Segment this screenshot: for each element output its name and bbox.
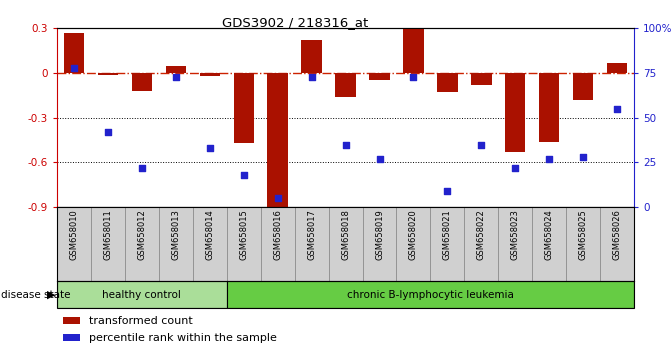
Text: chronic B-lymphocytic leukemia: chronic B-lymphocytic leukemia: [347, 290, 514, 300]
Text: GSM658023: GSM658023: [511, 209, 520, 260]
Bar: [329, 207, 362, 281]
Point: [238, 172, 249, 178]
Point: [272, 195, 283, 201]
Bar: [336, 73, 356, 97]
Text: GSM658025: GSM658025: [578, 209, 588, 260]
Point: [442, 188, 453, 194]
Bar: [132, 73, 152, 91]
Point: [136, 165, 147, 171]
Point: [340, 142, 351, 147]
Bar: [301, 40, 322, 73]
Text: GSM658018: GSM658018: [341, 209, 350, 260]
Point: [374, 156, 385, 162]
Bar: [91, 207, 125, 281]
Point: [170, 74, 181, 79]
Text: GSM658016: GSM658016: [273, 209, 282, 260]
Text: healthy control: healthy control: [103, 290, 181, 300]
Text: GSM658026: GSM658026: [613, 209, 621, 260]
Point: [306, 74, 317, 79]
Bar: [63, 335, 80, 341]
Bar: [397, 207, 430, 281]
Point: [408, 74, 419, 79]
Point: [544, 156, 555, 162]
Text: ▶: ▶: [48, 290, 56, 300]
Text: GSM658019: GSM658019: [375, 209, 384, 260]
Point: [68, 65, 79, 70]
Text: percentile rank within the sample: percentile rank within the sample: [89, 333, 276, 343]
Point: [612, 106, 623, 112]
Bar: [64, 33, 84, 73]
Bar: [437, 73, 458, 92]
Bar: [499, 207, 532, 281]
Bar: [566, 207, 600, 281]
Text: GSM658014: GSM658014: [205, 209, 214, 260]
Bar: [607, 63, 627, 73]
Text: GSM658022: GSM658022: [477, 209, 486, 260]
Bar: [227, 207, 261, 281]
Text: GSM658017: GSM658017: [307, 209, 316, 260]
Bar: [464, 207, 499, 281]
Bar: [505, 73, 525, 152]
Bar: [125, 207, 159, 281]
Bar: [573, 73, 593, 100]
Bar: [166, 65, 186, 73]
Text: GSM658015: GSM658015: [240, 209, 248, 260]
Text: GSM658021: GSM658021: [443, 209, 452, 260]
Bar: [227, 281, 634, 308]
Bar: [403, 28, 423, 73]
Text: GSM658020: GSM658020: [409, 209, 418, 260]
Text: disease state: disease state: [1, 290, 71, 300]
Bar: [57, 281, 227, 308]
Bar: [471, 73, 492, 85]
Text: GSM658024: GSM658024: [545, 209, 554, 260]
Bar: [98, 73, 118, 74]
Bar: [261, 207, 295, 281]
Bar: [600, 207, 634, 281]
Bar: [57, 207, 91, 281]
Text: GDS3902 / 218316_at: GDS3902 / 218316_at: [222, 16, 368, 29]
Bar: [193, 207, 227, 281]
Bar: [268, 73, 288, 210]
Text: GSM658011: GSM658011: [103, 209, 113, 260]
Bar: [159, 207, 193, 281]
Point: [476, 142, 486, 147]
Bar: [532, 207, 566, 281]
Bar: [539, 73, 560, 142]
Bar: [199, 73, 220, 76]
Bar: [430, 207, 464, 281]
Text: GSM658013: GSM658013: [171, 209, 180, 260]
Bar: [369, 73, 390, 80]
Text: transformed count: transformed count: [89, 316, 193, 326]
Text: GSM658012: GSM658012: [138, 209, 146, 260]
Bar: [362, 207, 397, 281]
Bar: [295, 207, 329, 281]
Text: GSM658010: GSM658010: [70, 209, 79, 260]
Point: [103, 129, 113, 135]
Point: [510, 165, 521, 171]
Bar: [63, 317, 80, 324]
Bar: [234, 73, 254, 143]
Point: [205, 145, 215, 151]
Point: [578, 154, 588, 160]
